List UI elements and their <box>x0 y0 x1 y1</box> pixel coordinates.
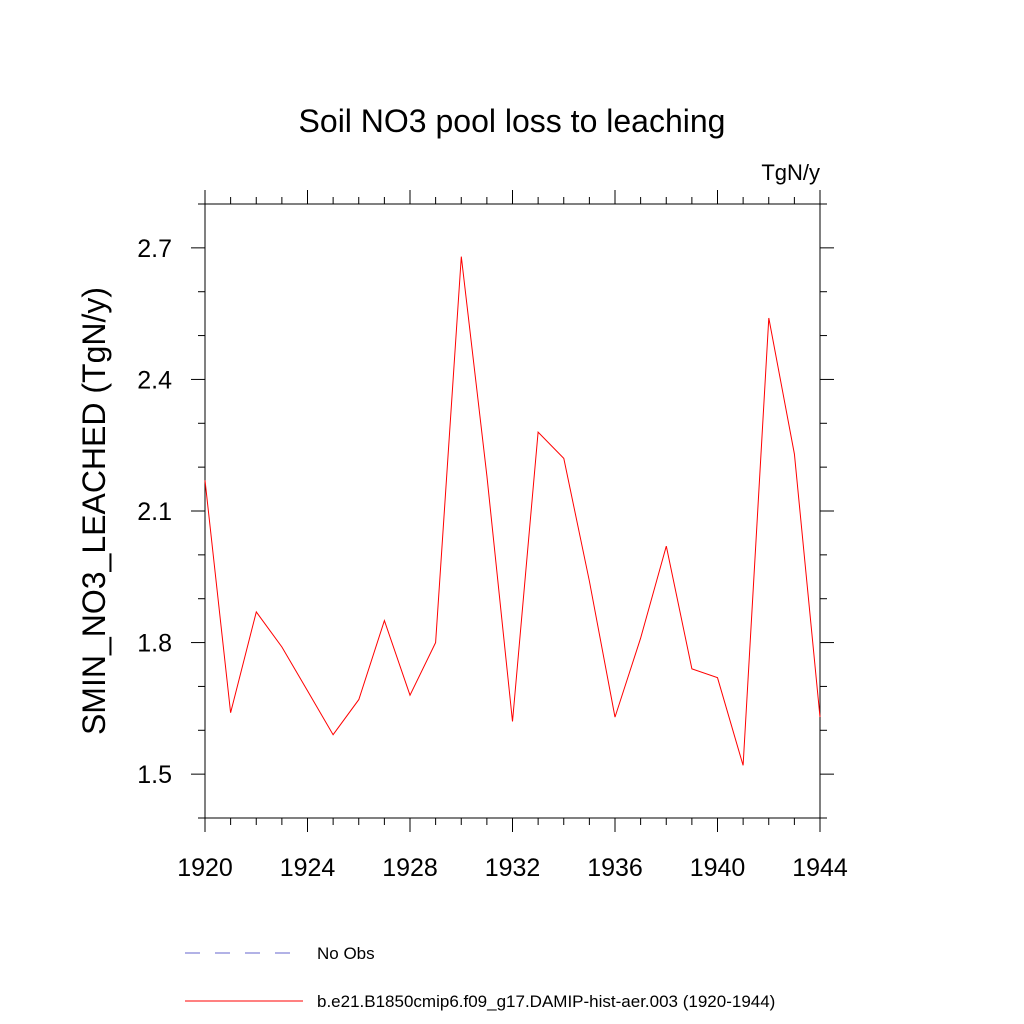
x-tick-label: 1944 <box>792 854 848 882</box>
y-tick-label: 1.5 <box>137 761 172 789</box>
series-line <box>204 256 821 766</box>
x-tick-label: 1940 <box>690 854 746 882</box>
x-tick-label: 1924 <box>280 854 336 882</box>
axis-ticks <box>191 190 834 832</box>
y-tick-label: 2.4 <box>137 366 172 394</box>
y-tick-label: 2.1 <box>137 498 172 526</box>
y-tick-label: 2.7 <box>137 235 172 263</box>
series-layer <box>204 256 821 766</box>
legend: No Obs b.e21.B1850cmip6.f09_g17.DAMIP-his… <box>185 944 775 1011</box>
legend-label: b.e21.B1850cmip6.f09_g17.DAMIP-hist-aer.… <box>317 992 775 1011</box>
y-tick-label: 1.8 <box>137 630 172 658</box>
chart-title: Soil NO3 pool loss to leaching <box>299 103 726 139</box>
plot-frame <box>204 203 821 819</box>
x-tick-label: 1920 <box>177 854 233 882</box>
legend-label: No Obs <box>317 944 375 963</box>
axis-tick-labels: 1920 1924 1928 1932 1936 1940 1944 1.5 1.8 2.1 2.4… <box>137 235 848 882</box>
x-tick-label: 1936 <box>587 854 643 882</box>
x-tick-label: 1928 <box>382 854 438 882</box>
y-axis-label: SMIN_NO3_LEACHED (TgN/y) <box>76 287 112 735</box>
units-label: TgN/y <box>761 160 820 185</box>
x-tick-label: 1932 <box>485 854 541 882</box>
